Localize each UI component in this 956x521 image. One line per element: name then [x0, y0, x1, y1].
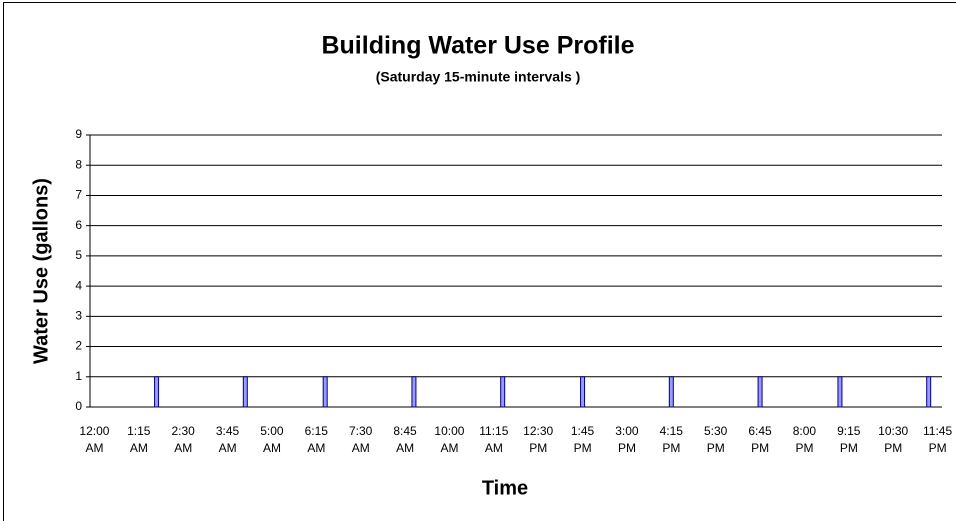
- y-tick-label: 4: [75, 278, 82, 292]
- chart-title: Building Water Use Profile: [321, 32, 634, 60]
- y-axis-label: Water Use (gallons): [30, 178, 52, 364]
- x-tick-label: 6:15 AM: [304, 424, 328, 455]
- x-tick-label: 8:00 PM: [792, 424, 817, 455]
- bar: [154, 376, 160, 408]
- bar: [322, 376, 328, 408]
- x-axis-label: Time: [482, 477, 528, 499]
- bar: [837, 376, 843, 408]
- y-tick-label: 7: [75, 188, 82, 202]
- x-tick-label: 7:30 AM: [349, 424, 373, 455]
- x-tick-label: 12:30 PM: [523, 424, 554, 455]
- y-tick-label: 5: [75, 248, 82, 262]
- x-tick-label: 3:45 AM: [215, 424, 240, 455]
- bar: [926, 376, 932, 408]
- x-tick-label: 2:30 AM: [171, 424, 195, 455]
- bar: [580, 376, 586, 408]
- x-tick-label: 11:15 AM: [479, 424, 509, 455]
- x-tick-label: 4:15 PM: [659, 424, 683, 455]
- x-tick-label: 1:45 PM: [570, 424, 595, 455]
- y-tick-label: 1: [75, 369, 82, 383]
- x-tick-label: 12:00 AM: [79, 424, 110, 455]
- y-tick-label: 0: [75, 399, 82, 413]
- bar: [668, 376, 674, 408]
- x-tick-label: 9:15 PM: [837, 424, 861, 455]
- y-tick-label: 8: [75, 157, 82, 171]
- bar: [411, 376, 417, 408]
- y-tick-label: 3: [75, 309, 82, 323]
- chart-border: [3, 2, 956, 521]
- y-tick-label: 2: [75, 339, 82, 353]
- x-tick-label: 6:45 PM: [748, 424, 772, 455]
- x-tick-label: 1:15 AM: [127, 424, 151, 455]
- x-tick-label: 5:00 AM: [260, 424, 284, 455]
- y-tick-label: 9: [75, 127, 82, 141]
- y-tick-label: 6: [75, 218, 82, 232]
- bar: [757, 376, 763, 408]
- x-tick-label: 10:00 AM: [434, 424, 465, 455]
- x-tick-label: 8:45 AM: [393, 424, 417, 455]
- x-tick-label: 5:30 PM: [704, 424, 728, 455]
- x-tick-label: 10:30 PM: [878, 424, 909, 455]
- x-tick-label: 3:00 PM: [615, 424, 639, 455]
- bar: [242, 376, 248, 408]
- bar: [500, 376, 506, 408]
- x-tick-label: 11:45 PM: [922, 424, 953, 455]
- chart-subtitle: (Saturday 15-minute intervals ): [376, 69, 581, 85]
